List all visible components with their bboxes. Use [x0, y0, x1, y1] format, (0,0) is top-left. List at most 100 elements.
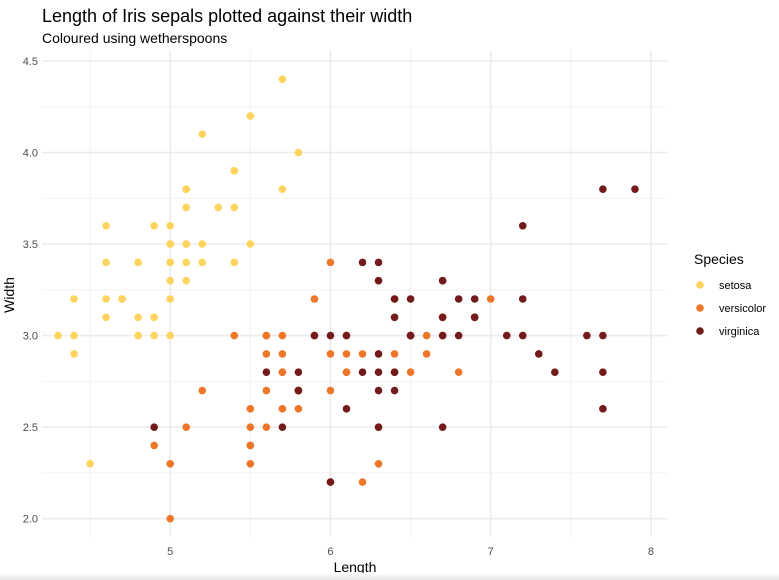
- point-virginica: [294, 386, 303, 395]
- point-versicolor: [310, 295, 319, 303]
- point-setosa: [166, 221, 175, 230]
- point-setosa: [166, 295, 175, 303]
- point-virginica: [438, 276, 447, 285]
- x-tick-label: 8: [648, 546, 654, 558]
- point-setosa: [182, 240, 191, 248]
- point-virginica: [406, 331, 415, 340]
- point-versicolor: [390, 350, 399, 358]
- point-virginica: [583, 331, 591, 340]
- point-virginica: [551, 368, 559, 377]
- x-axis-ticks: 5 6 7 8: [167, 546, 654, 558]
- legend-title: Species: [694, 251, 744, 267]
- point-setosa: [182, 185, 191, 193]
- point-virginica: [534, 350, 543, 358]
- point-setosa: [134, 331, 142, 340]
- point-versicolor: [262, 423, 271, 431]
- point-setosa: [166, 258, 175, 267]
- point-virginica: [294, 368, 303, 377]
- y-tick-label: 4.5: [23, 56, 38, 68]
- point-versicolor: [262, 331, 271, 340]
- point-virginica: [390, 368, 399, 377]
- point-setosa: [86, 459, 94, 468]
- point-virginica: [390, 386, 399, 395]
- point-versicolor: [406, 368, 415, 377]
- point-virginica: [358, 258, 367, 267]
- legend-key-virginica: [696, 327, 704, 335]
- point-virginica: [599, 331, 607, 340]
- point-versicolor: [326, 258, 335, 267]
- point-setosa: [230, 258, 239, 267]
- y-tick-label: 2.5: [23, 422, 38, 434]
- chart-subtitle: Coloured using wetherspoons: [42, 30, 227, 46]
- point-setosa: [230, 167, 239, 175]
- point-setosa: [182, 203, 191, 212]
- point-versicolor: [246, 441, 255, 450]
- point-setosa: [70, 331, 78, 340]
- point-versicolor: [454, 368, 463, 377]
- major-gridlines: [42, 50, 667, 537]
- point-versicolor: [326, 350, 335, 358]
- point-setosa: [246, 112, 255, 120]
- point-virginica: [518, 295, 527, 303]
- point-virginica: [470, 295, 479, 303]
- point-setosa: [246, 240, 255, 248]
- point-setosa: [102, 313, 110, 322]
- point-setosa: [198, 258, 207, 267]
- x-axis-title: Length: [334, 559, 377, 575]
- minor-gridlines: [42, 50, 667, 537]
- point-virginica: [342, 405, 351, 413]
- point-versicolor: [150, 441, 158, 450]
- legend: Species setosa versicolor virginica: [694, 251, 766, 338]
- x-tick-label: 7: [488, 546, 494, 558]
- point-setosa: [102, 295, 110, 303]
- point-versicolor: [182, 423, 191, 431]
- point-setosa: [278, 185, 287, 193]
- point-virginica: [150, 423, 158, 431]
- point-virginica: [278, 423, 287, 431]
- point-setosa: [278, 75, 287, 84]
- legend-key-setosa: [696, 281, 704, 289]
- point-versicolor: [278, 368, 287, 377]
- point-versicolor: [166, 514, 175, 523]
- point-versicolor: [342, 368, 351, 377]
- point-setosa: [166, 276, 175, 285]
- legend-key-versicolor: [696, 304, 704, 312]
- point-setosa: [166, 240, 175, 248]
- point-virginica: [454, 331, 463, 340]
- y-axis-ticks: 2.0 2.5 3.0 3.5 4.0 4.5: [23, 56, 38, 526]
- point-versicolor: [246, 459, 255, 468]
- point-setosa: [198, 130, 207, 139]
- point-virginica: [438, 423, 447, 431]
- x-tick-label: 5: [167, 546, 173, 558]
- point-versicolor: [374, 459, 383, 468]
- point-virginica: [599, 368, 607, 377]
- point-virginica: [342, 331, 351, 340]
- point-versicolor: [358, 478, 367, 486]
- point-virginica: [326, 331, 335, 340]
- y-tick-label: 3.0: [23, 331, 38, 343]
- point-virginica: [599, 185, 607, 193]
- point-versicolor: [486, 295, 495, 303]
- point-setosa: [150, 313, 158, 322]
- point-virginica: [374, 276, 383, 285]
- point-virginica: [374, 423, 383, 431]
- point-virginica: [502, 331, 511, 340]
- point-setosa: [150, 221, 158, 230]
- point-setosa: [134, 258, 142, 267]
- point-versicolor: [326, 386, 335, 395]
- point-virginica: [599, 405, 607, 413]
- point-virginica: [470, 313, 479, 322]
- point-virginica: [406, 295, 415, 303]
- point-versicolor: [422, 350, 431, 358]
- point-virginica: [262, 368, 271, 377]
- point-virginica: [326, 478, 335, 486]
- chart-title: Length of Iris sepals plotted against th…: [42, 6, 412, 26]
- point-setosa: [198, 240, 207, 248]
- data-points: [54, 75, 639, 523]
- point-virginica: [518, 331, 527, 340]
- point-setosa: [102, 258, 110, 267]
- point-setosa: [182, 276, 191, 285]
- point-setosa: [70, 350, 78, 358]
- y-tick-label: 2.0: [23, 514, 38, 526]
